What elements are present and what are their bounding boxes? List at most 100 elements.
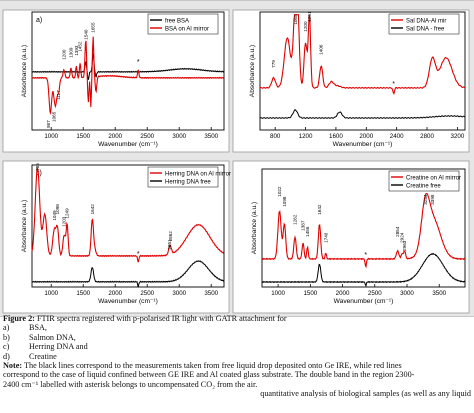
series-line-red [31, 36, 225, 115]
x-tick-label: 1000 [44, 133, 58, 140]
caption-title-text: FTIR spectra registered with p-polarised… [34, 314, 287, 323]
peak-annotation: 1642 [90, 204, 95, 215]
x-axis-label: Wavenumber (cm⁻¹) [98, 141, 158, 148]
caption-note-line: correspond to the case of liquid confine… [3, 370, 415, 380]
peak-annotation: 1642 [317, 204, 322, 215]
legend-box [147, 13, 219, 35]
x-tick-label: 3500 [432, 290, 446, 297]
peak-annotation: 1387 [301, 220, 306, 231]
caption-note-label: Note: [3, 361, 23, 371]
peak-annotation: 1098 [282, 196, 287, 207]
panel-letter: c) [36, 170, 42, 177]
peak-annotation: 2924 [400, 232, 405, 243]
x-tick-label: 2000 [108, 133, 122, 140]
peak-annotation: 786 [35, 163, 40, 171]
caption-item-key: b) [3, 332, 10, 342]
annotation-asterisk: * [137, 59, 140, 66]
legend-entry: Creatine free [406, 184, 441, 190]
series-line-red [31, 167, 224, 263]
series-line-red [259, 14, 466, 95]
y-axis-label: Absorbance (a.u.) [251, 202, 258, 254]
peak-annotation: 1200 [62, 49, 67, 60]
panel-letter: a) [36, 17, 42, 24]
x-tick-label: 3500 [204, 133, 218, 140]
caption-item: a) BSA, [3, 323, 471, 332]
caption-item-text: BSA, [29, 323, 47, 333]
legend-entry: Sal DNA-Al mir [406, 19, 446, 25]
x-axis-label: Wavenumber (cm⁻¹) [98, 298, 158, 305]
x-tick-label: 2000 [336, 290, 350, 297]
chart-panel: 1000 1500 2000 2500 3000 3500 Wavenumber (cm⁻¹… [2, 160, 231, 314]
legend-entry: Sal DNA - free [406, 27, 445, 33]
x-tick-label: 1200 [299, 133, 313, 140]
x-tick-label: 1500 [76, 290, 90, 297]
peak-annotation: 2862 [168, 231, 173, 242]
caption-note-line: 2400 cm⁻¹ labelled with asterisk belongs… [3, 379, 258, 389]
peak-annotation: 1200 [303, 21, 308, 32]
y-axis-label: Absorbance (a.u.) [21, 200, 28, 252]
x-tick-label: 2500 [368, 290, 382, 297]
series-line-black [31, 53, 225, 80]
x-tick-label: 1600 [329, 133, 343, 140]
peak-annotation: 1249 [65, 208, 70, 219]
peak-annotation: 779 [271, 60, 276, 68]
caption-item-text: Salmon DNA, [29, 332, 76, 342]
caption-item-text: Creatine [29, 351, 57, 361]
peak-annotation: 1740 [323, 232, 328, 243]
peak-annotation: 1540 [83, 29, 88, 40]
legend-box [147, 166, 219, 188]
peak-annotation: 1117 [56, 90, 61, 100]
caption-item-text: Herring DNA and [29, 342, 88, 352]
caption-title-label: Figure 2: [3, 314, 35, 323]
x-tick-label: 1000 [271, 290, 285, 297]
x-tick-label: 1000 [44, 290, 58, 297]
caption-item-key: d) [3, 351, 10, 361]
caption-item-key: c) [3, 342, 10, 352]
body-text-fragment: quantitative analysis of biological samp… [260, 389, 471, 399]
x-tick-label: 3000 [172, 133, 186, 140]
chart-panel: 1000 1500 2000 2500 3000 3500 Wavenumber (cm⁻¹… [2, 9, 230, 153]
caption-item: d) Creatine [3, 352, 471, 361]
peak-annotation: 1203 [62, 216, 67, 227]
peak-annotation: 1049 [52, 210, 57, 221]
chart-panel: 1000 1500 2000 2500 3000 3500 Wavenumber (cm⁻¹… [232, 160, 470, 314]
peak-annotation: 2854 [395, 226, 400, 237]
x-tick-label: 2400 [390, 133, 404, 140]
x-tick-label: 800 [270, 133, 281, 140]
x-axis-label: Wavenumber (cm⁻¹) [333, 141, 393, 148]
peak-annotation: 1022 [277, 186, 282, 197]
annotation-asterisk: * [137, 251, 140, 258]
caption-title-line: Figure 2: FTIR spectra registered with p… [3, 314, 471, 323]
annotation-asterisk: * [392, 81, 395, 88]
series-line-black [261, 252, 466, 288]
y-axis-label: Absorbance (a.u.) [249, 45, 256, 97]
x-tick-label: 2000 [108, 290, 122, 297]
series-line-black [31, 259, 225, 288]
x-tick-label: 3000 [172, 290, 186, 297]
peak-annotation: 1406 [319, 44, 324, 55]
peak-annotation: 1456 [305, 226, 310, 237]
peak-annotation: 2963 [402, 240, 407, 251]
peak-annotation: 1251 [307, 11, 312, 22]
x-tick-label: 3500 [204, 290, 218, 297]
caption-note-line: Note: The black lines correspond to the … [3, 361, 471, 370]
caption-note-text: The black lines correspond to the measur… [22, 361, 402, 371]
series-line-black [259, 109, 466, 119]
chart-panel: 800 1200 1600 2000 2400 2800 3200 Wavenumber (c… [232, 9, 470, 153]
legend-entry: Creatine on Al mirror [406, 176, 461, 182]
x-axis-label: Wavenumber (cm⁻¹) [334, 298, 394, 305]
legend-entry: Herring DNA free [165, 180, 211, 186]
annotation-asterisk: * [364, 252, 367, 259]
caption-item: c) Herring DNA and [3, 342, 471, 351]
figure-caption: Figure 2: FTIR spectra registered with p… [3, 314, 471, 399]
peak-annotation: 3284 [423, 194, 428, 205]
ftir-charts: 1000 1500 2000 2500 3000 3500 Wavenumber (cm⁻¹… [2, 9, 470, 314]
peak-annotation: 1262 [292, 214, 297, 225]
x-tick-label: 3200 [451, 133, 465, 140]
peak-annotation: 1065 [51, 111, 56, 122]
peak-annotation: 1655 [91, 22, 96, 33]
peak-annotation: 1393 [74, 45, 79, 56]
peak-annotation: 3398 [430, 194, 435, 205]
x-tick-label: 2500 [140, 133, 154, 140]
peak-annotation: 1065 [293, 14, 298, 25]
